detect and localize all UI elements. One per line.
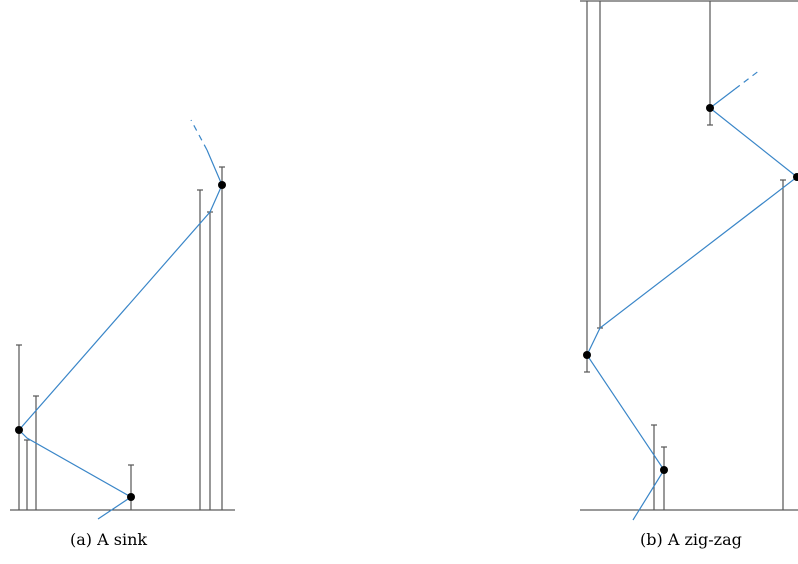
node: [793, 173, 798, 181]
caption-b: (b) A zig-zag: [640, 530, 742, 549]
node: [660, 466, 668, 474]
node: [15, 426, 23, 434]
path-b: [586, 69, 798, 521]
nodes-b: [583, 104, 798, 474]
panel-a-sink: [10, 119, 235, 520]
nodes-a: [15, 181, 226, 501]
path-line: [586, 88, 798, 521]
path-dashed-end: [190, 119, 208, 151]
node: [218, 181, 226, 189]
caption-a: (a) A sink: [70, 530, 148, 549]
panel-b-zigzag: [580, 0, 798, 521]
path-line: [18, 149, 223, 520]
node: [583, 351, 591, 359]
bars-b: [584, 1, 786, 510]
bars-a: [16, 166, 225, 510]
path-a: [18, 119, 223, 520]
node: [706, 104, 714, 112]
node: [127, 493, 135, 501]
path-dashed-end: [734, 69, 761, 90]
